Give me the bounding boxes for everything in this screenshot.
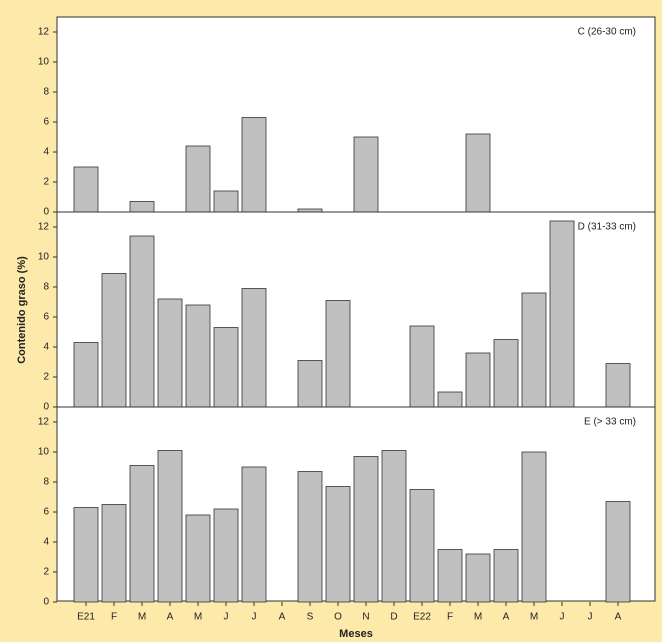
bar [101, 504, 127, 603]
bar [129, 465, 155, 603]
x-tick-label: F [111, 612, 117, 623]
bar [465, 352, 491, 408]
x-tick-label: D [390, 612, 397, 623]
bar [605, 501, 631, 603]
panel-label: D (31-33 cm) [578, 222, 636, 233]
x-tick-label: A [503, 612, 510, 623]
bar [605, 363, 631, 408]
y-tick-label: 4 [43, 342, 49, 353]
x-tick-label: E21 [77, 612, 95, 623]
bar [521, 451, 547, 603]
bar [465, 133, 491, 213]
bar [409, 489, 435, 603]
bar [101, 273, 127, 408]
bar [241, 288, 267, 408]
y-tick-label: 2 [43, 567, 49, 578]
y-tick-label: 6 [43, 507, 49, 518]
bar [353, 136, 379, 213]
bar [521, 292, 547, 408]
y-tick-label: 6 [43, 312, 49, 323]
y-tick-label: 8 [43, 282, 49, 293]
bar [353, 456, 379, 603]
x-axis-label: Meses [339, 628, 373, 640]
bar [493, 339, 519, 408]
bar [409, 325, 435, 408]
bar [241, 466, 267, 603]
x-tick-label: M [194, 612, 202, 623]
bar [325, 300, 351, 408]
bar [213, 327, 239, 408]
panel-label: E (> 33 cm) [584, 417, 636, 428]
y-tick-label: 0 [43, 207, 49, 218]
x-tick-label: S [307, 612, 314, 623]
bar [185, 514, 211, 603]
x-tick-label: M [138, 612, 146, 623]
y-tick-label: 8 [43, 477, 49, 488]
y-tick-label: 8 [43, 87, 49, 98]
x-tick-label: N [362, 612, 369, 623]
y-tick-label: 4 [43, 147, 49, 158]
y-tick-label: 4 [43, 537, 49, 548]
x-tick-label: O [334, 612, 342, 623]
bar [297, 360, 323, 408]
x-tick-label: F [447, 612, 453, 623]
y-tick-label: 10 [38, 447, 50, 458]
bar [493, 549, 519, 603]
x-tick-label: A [615, 612, 622, 623]
panel-label: C (26-30 cm) [578, 27, 636, 38]
bar [157, 298, 183, 408]
y-tick-label: 6 [43, 117, 49, 128]
y-tick-label: 2 [43, 372, 49, 383]
y-tick-label: 12 [38, 417, 50, 428]
x-tick-label: J [560, 612, 565, 623]
x-tick-label: E22 [413, 612, 431, 623]
x-tick-label: J [252, 612, 257, 623]
bar [437, 391, 463, 408]
y-tick-label: 12 [38, 222, 50, 233]
bar [73, 166, 99, 213]
y-tick-label: 12 [38, 27, 50, 38]
bar [297, 471, 323, 603]
bar [437, 549, 463, 603]
bar [73, 342, 99, 408]
y-tick-label: 10 [38, 57, 50, 68]
x-tick-label: M [474, 612, 482, 623]
bar [465, 553, 491, 603]
bar [129, 235, 155, 408]
bar [73, 507, 99, 603]
bar [185, 145, 211, 213]
bar [325, 486, 351, 603]
y-axis-label: Contenido graso (%) [16, 256, 28, 364]
bar [241, 117, 267, 213]
bar [185, 304, 211, 408]
x-tick-label: A [167, 612, 174, 623]
y-tick-label: 0 [43, 597, 49, 608]
x-tick-label: A [279, 612, 286, 623]
bar [213, 190, 239, 213]
bar [381, 450, 407, 603]
y-tick-label: 2 [43, 177, 49, 188]
y-tick-label: 10 [38, 252, 50, 263]
bar [213, 508, 239, 603]
x-tick-label: M [530, 612, 538, 623]
bar [157, 450, 183, 603]
x-tick-label: J [224, 612, 229, 623]
y-tick-label: 0 [43, 402, 49, 413]
bar [549, 220, 575, 408]
x-tick-label: J [588, 612, 593, 623]
bar [129, 201, 155, 213]
